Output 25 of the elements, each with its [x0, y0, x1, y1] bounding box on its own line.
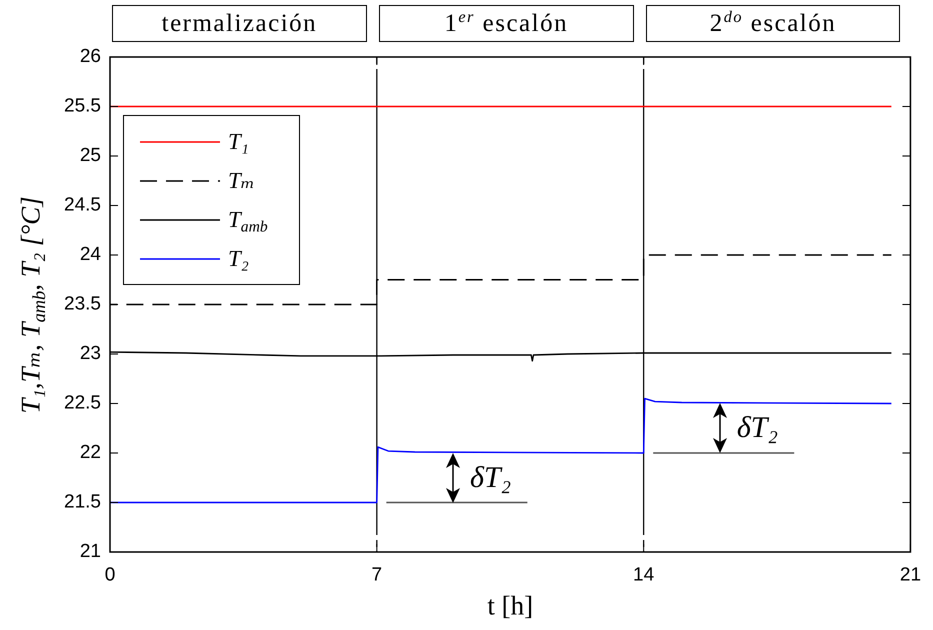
x-tick-label: 7	[372, 564, 382, 586]
legend-label: Tₘ	[228, 168, 255, 194]
y-tick-label: 22.5	[64, 392, 101, 414]
x-tick-label: 0	[104, 564, 116, 586]
y-tick-label: 21.5	[64, 492, 101, 513]
x-tick-label: 21	[900, 564, 922, 586]
y-tick-label: 25.5	[64, 96, 101, 117]
y-tick-label: 22	[80, 442, 101, 464]
y-tick-label: 24.5	[64, 194, 101, 216]
y-tick-label: 23	[80, 343, 101, 364]
y-tick-label: 24	[80, 244, 102, 266]
text: 1$^{er}$ escalón	[444, 8, 568, 38]
annotation: δT₂	[470, 460, 512, 494]
y-tick-label: 21	[80, 541, 101, 562]
x-axis-title: t [h]	[487, 590, 534, 622]
y-tick-label: 23.5	[64, 294, 101, 315]
text: 2$^{do}$ escalón	[710, 8, 836, 38]
y-tick-label: 25	[80, 145, 101, 166]
y-tick-label: 26	[80, 46, 101, 68]
legend-label: T$_{amb}$	[228, 206, 268, 236]
legend-label: T₂	[228, 246, 249, 272]
legend-label: T₁	[228, 128, 249, 154]
text: termalización	[162, 10, 318, 38]
annotation: δT₂	[736, 411, 778, 445]
x-tick-label: 14	[633, 564, 655, 586]
